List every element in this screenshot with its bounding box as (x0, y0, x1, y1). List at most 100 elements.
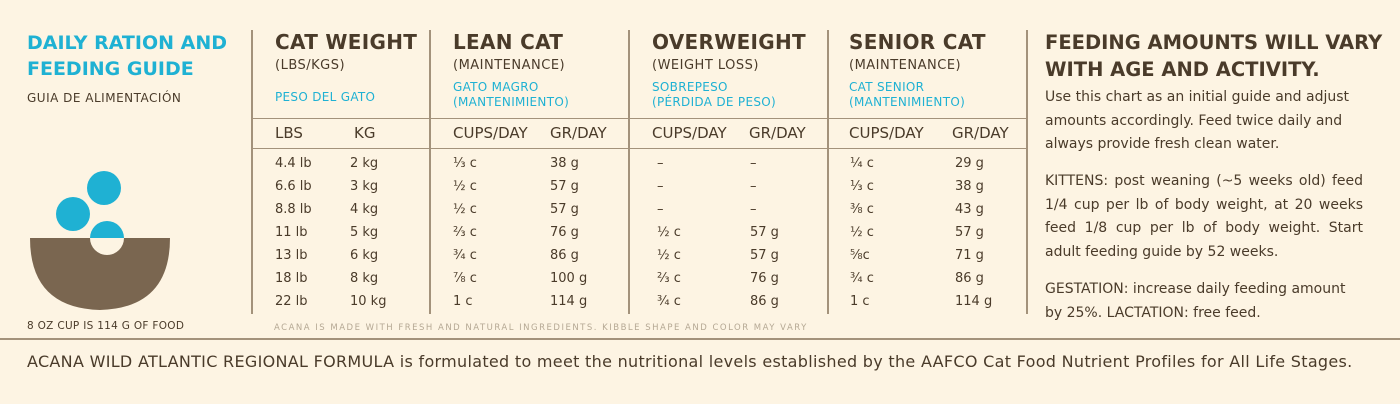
divider (429, 30, 431, 314)
kibble-circle-bottom (90, 238, 124, 255)
cell-senior-cups: 1 c (850, 294, 870, 309)
cell-lean-cups: ⅔ c (453, 225, 477, 240)
cell-lbs: 22 lb (275, 294, 308, 309)
cell-kg: 5 kg (350, 225, 379, 240)
cell-lean-cups: ¾ c (453, 248, 477, 263)
cell-over-gr: – (750, 179, 757, 194)
col-header-lbs: LBS (275, 124, 303, 142)
lean-title: LEAN CAT (453, 30, 564, 54)
cell-senior-gr: 38 g (955, 179, 984, 194)
kibble-circle (56, 197, 90, 231)
cell-lbs: 11 lb (275, 225, 308, 240)
cell-lean-gr: 57 g (550, 202, 579, 217)
cell-lean-gr: 114 g (550, 294, 588, 309)
senior-sub: (MAINTENANCE) (849, 58, 962, 73)
overweight-sub: (WEIGHT LOSS) (652, 58, 759, 73)
cell-lean-cups: ½ c (453, 179, 477, 194)
cell-lean-gr: 100 g (550, 271, 588, 286)
overweight-spanish: SOBREPESO (PÉRDIDA DE PESO) (652, 80, 776, 110)
cell-over-cups: ¾ c (657, 294, 681, 309)
cell-over-cups: – (657, 179, 664, 194)
cell-senior-cups: ⅓ c (850, 179, 874, 194)
divider (1026, 30, 1028, 314)
cell-lbs: 6.6 lb (275, 179, 312, 194)
cup-note: 8 OZ CUP IS 114 G OF FOOD (27, 320, 185, 332)
lean-spanish-line2: (MANTENIMIENTO) (453, 95, 570, 109)
cell-kg: 4 kg (350, 202, 379, 217)
col-header-over-gr: GR/DAY (749, 124, 806, 142)
right-heading: FEEDING AMOUNTS WILL VARY WITH AGE AND A… (1045, 29, 1385, 83)
senior-spanish-line2: (MANTENIMIENTO) (849, 95, 966, 109)
cell-over-cups: ½ c (657, 248, 681, 263)
cell-kg: 6 kg (350, 248, 379, 263)
cell-senior-cups: ½ c (850, 225, 874, 240)
cell-senior-gr: 43 g (955, 202, 984, 217)
cell-senior-cups: ⅝c (850, 248, 870, 263)
fine-print: ACANA IS MADE WITH FRESH AND NATURAL ING… (274, 323, 808, 333)
overweight-spanish-line1: SOBREPESO (652, 80, 728, 94)
cell-lbs: 13 lb (275, 248, 308, 263)
cell-over-gr: – (750, 156, 757, 171)
guide-title-line2: FEEDING GUIDE (27, 58, 194, 80)
kibble-circle-top (90, 221, 124, 238)
cell-lean-cups: ½ c (453, 202, 477, 217)
cell-lean-cups: ⅓ c (453, 156, 477, 171)
cell-over-gr: – (750, 202, 757, 217)
cell-kg: 10 kg (350, 294, 387, 309)
cell-lbs: 18 lb (275, 271, 308, 286)
cell-lbs: 8.8 lb (275, 202, 312, 217)
weight-spanish: PESO DEL GATO (275, 90, 376, 104)
cell-lean-gr: 57 g (550, 179, 579, 194)
usage-paragraph: Use this chart as an initial guide and a… (1045, 89, 1350, 152)
cell-kg: 2 kg (350, 156, 379, 171)
cell-over-cups: ½ c (657, 225, 681, 240)
header-rule-top (252, 118, 1026, 119)
overweight-spanish-line2: (PÉRDIDA DE PESO) (652, 95, 776, 109)
cell-lean-gr: 76 g (550, 225, 579, 240)
col-header-lean-cups: CUPS/DAY (453, 124, 528, 142)
cell-senior-gr: 86 g (955, 271, 984, 286)
senior-title: SENIOR CAT (849, 30, 986, 54)
cell-kg: 8 kg (350, 271, 379, 286)
cell-over-cups: ⅔ c (657, 271, 681, 286)
guide-subtitle: GUIA DE ALIMENTACIÓN (27, 91, 182, 105)
senior-spanish: CAT SENIOR (MANTENIMIENTO) (849, 80, 965, 110)
col-header-senior-gr: GR/DAY (952, 124, 1009, 142)
cell-over-gr: 86 g (750, 294, 779, 309)
cell-senior-cups: ¾ c (850, 271, 874, 286)
kittens-paragraph: KITTENS: post weaning (~5 weeks old) fee… (1045, 173, 1363, 260)
cell-senior-cups: ⅜ c (850, 202, 874, 217)
cell-senior-gr: 71 g (955, 248, 984, 263)
cell-senior-cups: ¼ c (850, 156, 874, 171)
cell-lean-cups: 1 c (453, 294, 473, 309)
cell-lean-gr: 38 g (550, 156, 579, 171)
cell-kg: 3 kg (350, 179, 379, 194)
weight-title: CAT WEIGHT (275, 30, 418, 54)
senior-spanish-line1: CAT SENIOR (849, 80, 925, 94)
header-rule-bottom (252, 148, 1026, 149)
bowl-shape (30, 238, 170, 310)
weight-sub: (LBS/KGS) (275, 58, 346, 73)
cell-lbs: 4.4 lb (275, 156, 312, 171)
cell-over-gr: 76 g (750, 271, 779, 286)
divider (628, 30, 630, 314)
right-heading-line1: FEEDING AMOUNTS WILL VARY (1045, 31, 1383, 54)
food-bowl-icon (30, 171, 170, 310)
col-header-kg: KG (354, 124, 376, 142)
cell-over-gr: 57 g (750, 225, 779, 240)
lean-spanish-line1: GATO MAGRO (453, 80, 539, 94)
cell-lean-gr: 86 g (550, 248, 579, 263)
col-header-senior-cups: CUPS/DAY (849, 124, 924, 142)
cell-over-gr: 57 g (750, 248, 779, 263)
cell-senior-gr: 29 g (955, 156, 984, 171)
col-header-over-cups: CUPS/DAY (652, 124, 727, 142)
aafco-statement: ACANA WILD ATLANTIC REGIONAL FORMULA is … (27, 352, 1353, 371)
divider (251, 30, 253, 314)
cell-senior-gr: 114 g (955, 294, 993, 309)
col-header-lean-gr: GR/DAY (550, 124, 607, 142)
guide-title-line1: DAILY RATION AND (27, 32, 228, 54)
right-heading-line2: WITH AGE AND ACTIVITY. (1045, 58, 1320, 81)
lean-spanish: GATO MAGRO (MANTENIMIENTO) (453, 80, 569, 110)
lean-sub: (MAINTENANCE) (453, 58, 566, 73)
bottom-rule (0, 338, 1400, 340)
